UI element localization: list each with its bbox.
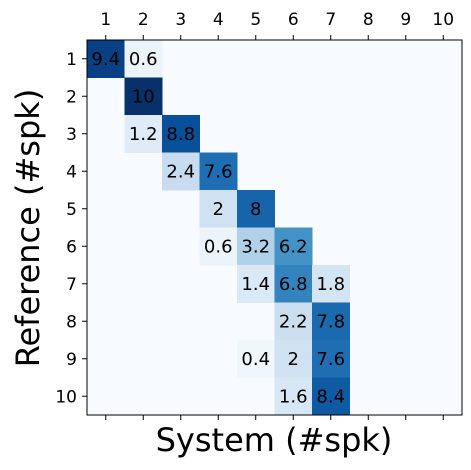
cell-label: 6.2: [279, 236, 308, 257]
y-tick-label: 1: [66, 50, 77, 70]
cell: [274, 265, 313, 303]
cell-label: 10: [132, 86, 155, 107]
y-tick-label: 7: [66, 275, 77, 295]
cell: [124, 115, 163, 153]
cell-label: 2: [288, 349, 299, 370]
cell: [87, 40, 125, 78]
cell-label: 7.6: [204, 161, 233, 182]
cell: [274, 377, 313, 416]
y-tick-label: 2: [66, 87, 77, 107]
cell: [162, 152, 200, 191]
cell: [124, 77, 163, 116]
cell: [237, 227, 275, 266]
cell: [274, 340, 313, 378]
x-tick-label: 2: [138, 10, 149, 30]
x-tick-label: 5: [250, 10, 261, 30]
cell-label: 7.6: [316, 349, 345, 370]
y-axis-label: Reference (#spk): [9, 89, 47, 368]
cell: [237, 265, 275, 303]
x-tick-label: 1: [100, 10, 111, 30]
cell-label: 9.4: [91, 49, 120, 70]
cell-label: 1.2: [129, 124, 158, 145]
cell: [237, 190, 275, 228]
cell: [274, 227, 313, 266]
x-tick-label: 8: [363, 10, 374, 30]
cell-label: 3.2: [241, 236, 270, 257]
cell-label: 8.4: [316, 386, 345, 407]
y-tick-label: 10: [55, 387, 77, 407]
y-tick-label: 6: [66, 237, 77, 257]
cell-label: 1.4: [241, 274, 270, 295]
y-tick-label: 3: [66, 125, 77, 145]
cell: [312, 377, 350, 416]
cell-label: 1.8: [316, 274, 345, 295]
cell-label: 8.8: [166, 124, 195, 145]
y-tick-label: 4: [66, 162, 77, 182]
cell: [312, 340, 350, 378]
cell: [162, 115, 200, 153]
x-axis-label: System (#spk): [156, 421, 393, 459]
cell: [199, 227, 238, 266]
cell: [124, 40, 163, 78]
cell: [199, 152, 238, 191]
x-tick-label: 9: [400, 10, 411, 30]
cell: [237, 340, 275, 378]
cell-label: 6.8: [279, 274, 308, 295]
cell-label: 7.8: [316, 311, 345, 332]
cell-label: 2.2: [279, 311, 308, 332]
cell-label: 2: [213, 199, 224, 220]
x-tick-label: 3: [175, 10, 186, 30]
cell-label: 1.6: [279, 386, 308, 407]
cell: [199, 190, 238, 228]
cell-label: 0.6: [204, 236, 233, 257]
y-tick-label: 9: [66, 350, 77, 370]
cell-label: 2.4: [166, 161, 195, 182]
x-tick-label: 4: [213, 10, 224, 30]
cell: [274, 302, 313, 341]
cell-label: 0.4: [241, 349, 270, 370]
cell: [312, 265, 350, 303]
cell-label: 0.6: [129, 49, 158, 70]
cell-label: 8: [250, 199, 261, 220]
y-tick-label: 8: [66, 312, 77, 332]
x-tick-label: 6: [288, 10, 299, 30]
x-tick-label: 10: [432, 10, 454, 30]
cell: [312, 302, 350, 341]
plot-frame: [86, 39, 463, 416]
x-tick-label: 7: [325, 10, 336, 30]
y-tick-label: 5: [66, 200, 77, 220]
